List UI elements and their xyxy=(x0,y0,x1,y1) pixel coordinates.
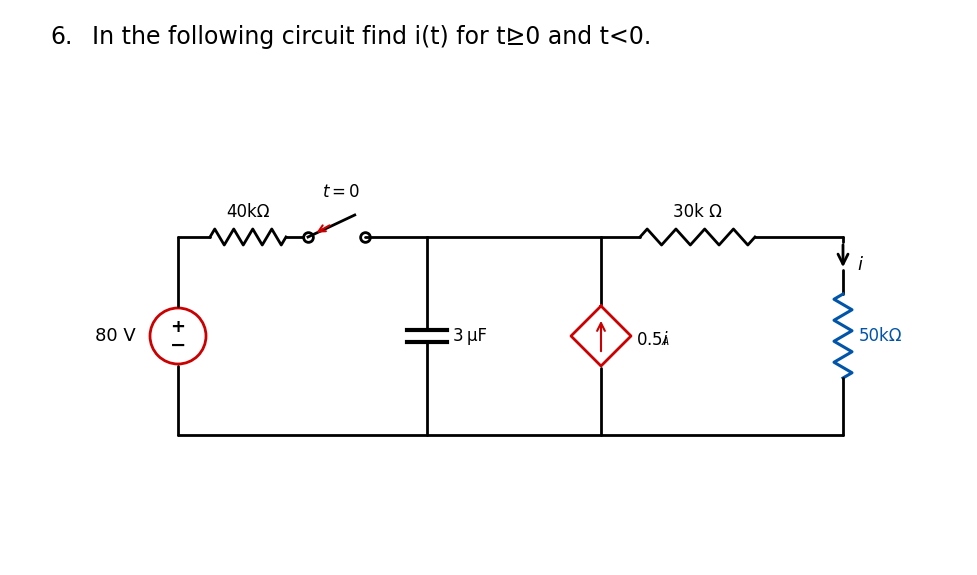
Text: 50kΩ: 50kΩ xyxy=(859,327,903,345)
Text: 80 V: 80 V xyxy=(95,327,136,345)
Text: $i$: $i$ xyxy=(857,256,864,274)
Text: In the following circuit find i(t) for t⊵0 and t<0.: In the following circuit find i(t) for t… xyxy=(92,25,652,49)
Text: 3 μF: 3 μF xyxy=(453,327,487,345)
Text: +: + xyxy=(171,318,186,336)
Text: 40kΩ: 40kΩ xyxy=(227,203,270,221)
Text: 0.5$i$: 0.5$i$ xyxy=(636,331,669,349)
Text: 6.: 6. xyxy=(50,25,72,49)
Text: 30k Ω: 30k Ω xyxy=(673,203,722,221)
Text: $_{A}$: $_{A}$ xyxy=(661,332,670,347)
Text: −: − xyxy=(170,335,187,355)
Text: $t = 0$: $t = 0$ xyxy=(322,183,361,201)
